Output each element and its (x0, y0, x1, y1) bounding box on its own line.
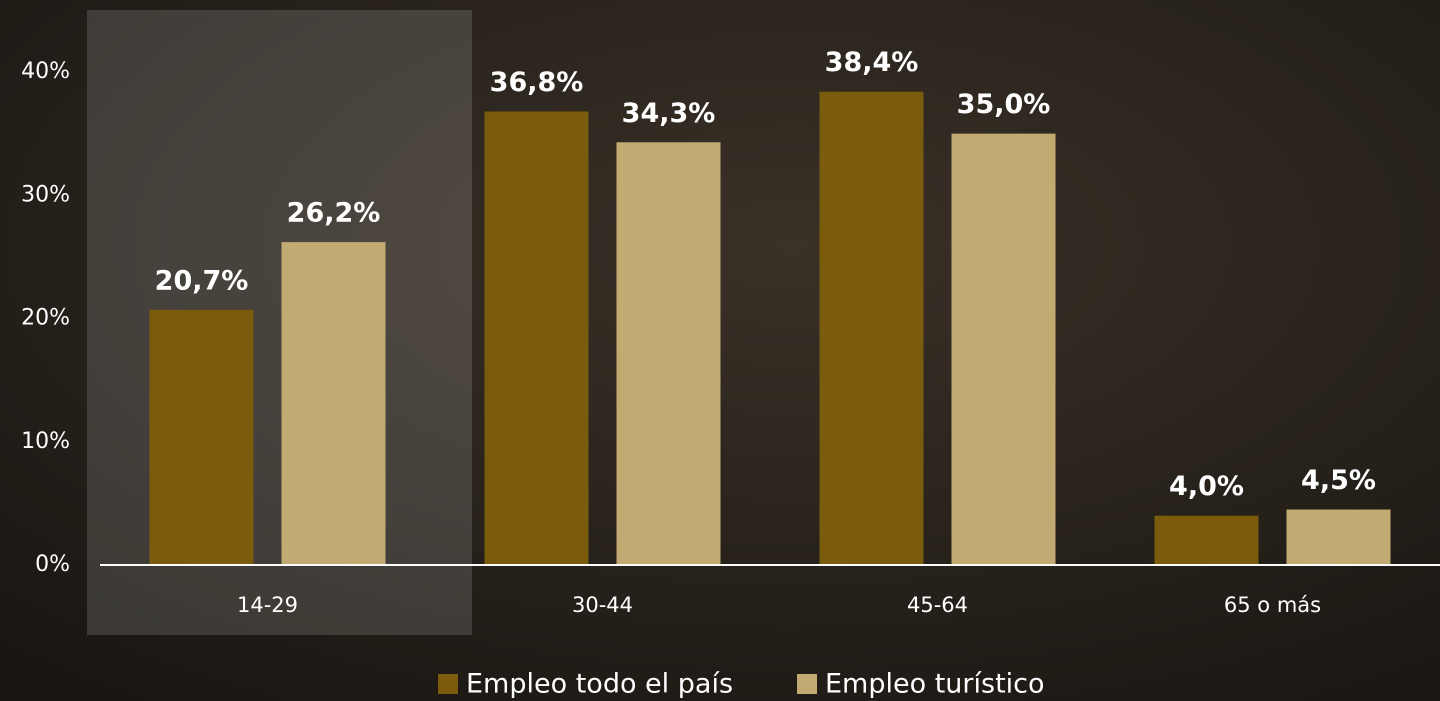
bar (149, 309, 254, 565)
highlight-panel (87, 10, 472, 635)
legend-swatch (797, 674, 817, 694)
value-label: 26,2% (287, 198, 381, 229)
bar (1154, 515, 1259, 565)
bar (281, 242, 386, 565)
bar (819, 91, 924, 565)
value-label: 36,8% (490, 67, 584, 98)
bar (1286, 509, 1391, 565)
value-label: 20,7% (155, 265, 249, 296)
y-tick-label: 0% (35, 552, 70, 577)
value-label: 4,0% (1169, 471, 1244, 502)
y-tick-label: 30% (21, 182, 70, 207)
legend-swatch (438, 674, 458, 694)
value-label: 38,4% (825, 47, 919, 78)
y-tick-label: 10% (21, 429, 70, 454)
value-label: 34,3% (622, 98, 716, 129)
bar (484, 111, 589, 565)
legend-label: Empleo todo el país (466, 669, 733, 700)
y-tick-label: 20% (21, 306, 70, 331)
legend-label: Empleo turístico (825, 669, 1045, 700)
y-tick-label: 40% (21, 59, 70, 84)
x-tick-label: 65 o más (1224, 593, 1321, 617)
bar (951, 133, 1056, 565)
x-tick-label: 14-29 (237, 593, 298, 617)
bar (616, 142, 721, 566)
x-tick-label: 45-64 (907, 593, 968, 617)
value-label: 35,0% (957, 89, 1051, 120)
value-label: 4,5% (1301, 465, 1376, 496)
x-tick-label: 30-44 (572, 593, 633, 617)
